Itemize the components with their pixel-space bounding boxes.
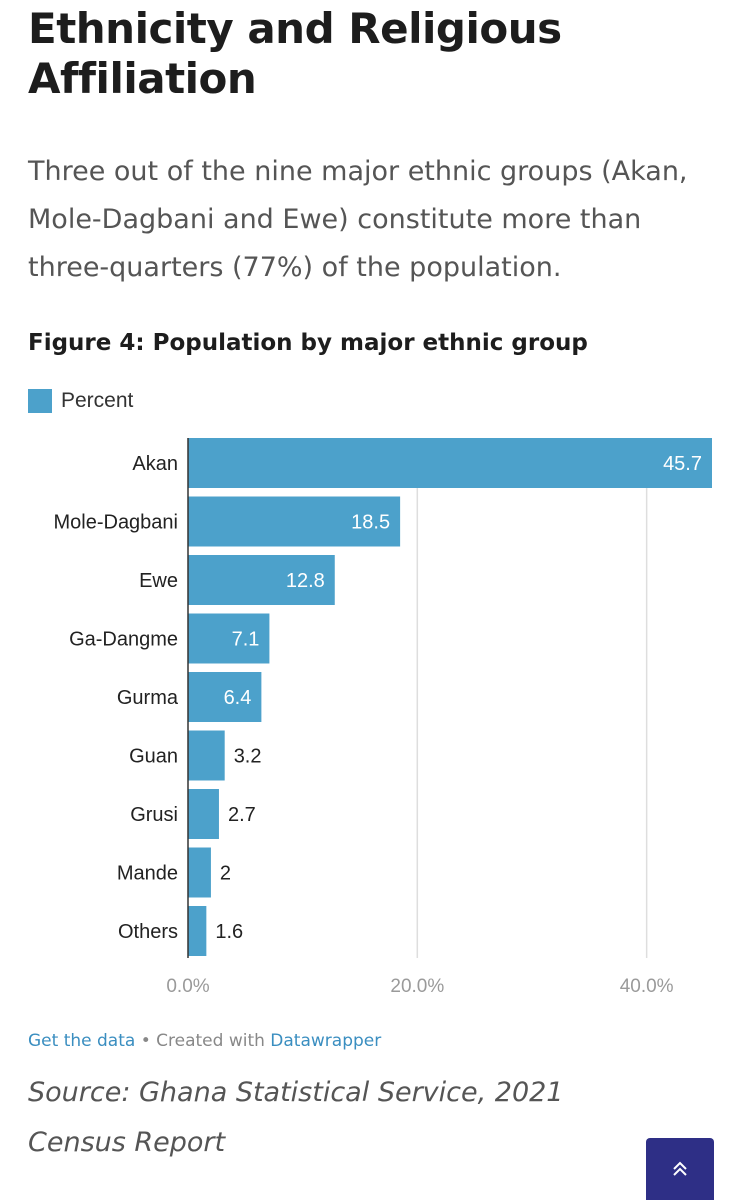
figure-title: Figure 4: Population by major ethnic gro… [28, 330, 588, 356]
category-label: Gurma [117, 687, 179, 709]
bar [188, 730, 225, 781]
x-tick-label: 20.0% [390, 976, 444, 997]
bar [188, 847, 211, 898]
value-label: 2 [220, 863, 231, 885]
category-label: Guan [129, 746, 178, 768]
bar [188, 496, 401, 547]
value-label: 12.8 [286, 570, 325, 592]
source-caption: Source: Ghana Statistical Service, 2021 … [28, 1077, 564, 1158]
legend-label: Percent [61, 389, 134, 412]
footer-separator: • Created with [135, 1031, 271, 1051]
category-label: Ewe [139, 570, 178, 592]
category-label: Grusi [130, 804, 178, 826]
category-label: Others [118, 921, 178, 943]
value-label: 1.6 [215, 921, 243, 943]
double-chevron-up-icon [673, 1161, 687, 1176]
bar [188, 906, 207, 956]
scroll-to-top-button[interactable] [646, 1138, 714, 1200]
value-label: 3.2 [234, 746, 262, 768]
value-label: 18.5 [351, 512, 390, 534]
intro-paragraph: Three out of the nine major ethnic group… [28, 156, 688, 283]
category-label: Mande [117, 863, 178, 885]
value-label: 7.1 [232, 629, 260, 651]
page-heading: Ethnicity and Religious Affiliation [28, 4, 562, 103]
x-tick-label: 0.0% [166, 976, 209, 997]
bar [188, 789, 219, 839]
value-label: 2.7 [228, 804, 256, 826]
datawrapper-link[interactable]: Datawrapper [270, 1031, 382, 1051]
value-label: 6.4 [224, 687, 252, 709]
bar-chart: 0.0% 20.0% 40.0% Akan 45.7 Mole-Dagbani 18.5 Ew… [53, 438, 712, 997]
bar [188, 555, 335, 605]
category-label: Ga-Dangme [69, 629, 178, 651]
x-tick-label: 40.0% [620, 976, 674, 997]
value-label: 45.7 [663, 453, 702, 475]
legend-swatch [28, 389, 52, 413]
category-label: Mole-Dagbani [53, 512, 178, 534]
bar [188, 672, 262, 722]
chart-legend: Percent [28, 387, 133, 415]
get-the-data-link[interactable]: Get the data [28, 1031, 136, 1051]
chart-footer: Get the data • Created with Datawrapper [28, 1031, 381, 1051]
bar [188, 613, 270, 664]
bar [188, 438, 712, 488]
category-label: Akan [132, 453, 178, 475]
